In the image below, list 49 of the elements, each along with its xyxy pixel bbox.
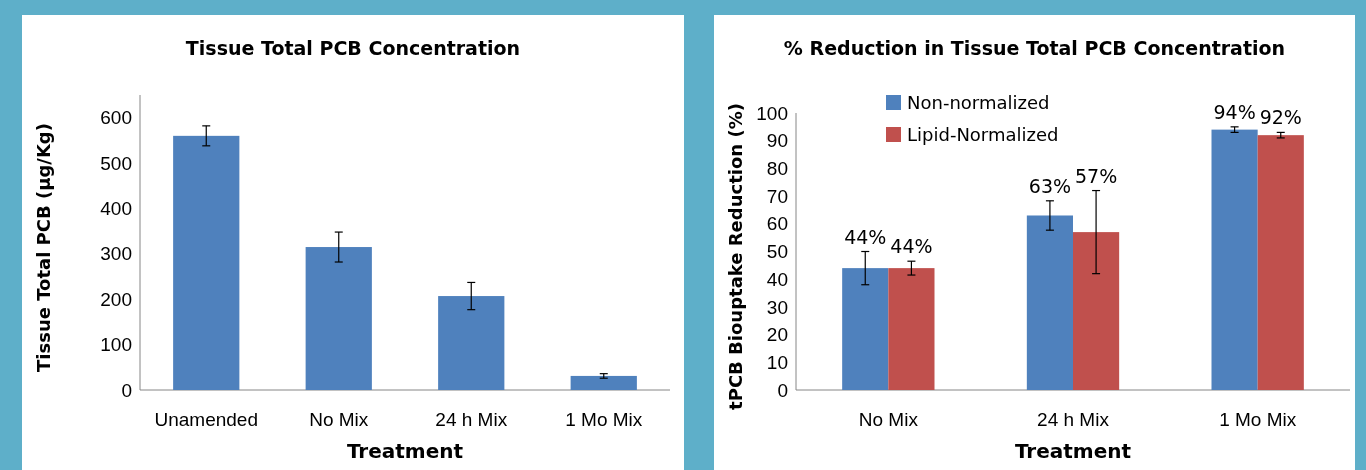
bar: [570, 375, 637, 390]
x-axis-title: Treatment: [1014, 439, 1132, 463]
data-label: 44%: [890, 235, 933, 258]
y-tick-label: 500: [100, 152, 132, 174]
y-tick-label: 70: [766, 185, 788, 207]
y-tick-label: 100: [756, 102, 788, 124]
y-tick-label: 90: [766, 130, 788, 152]
y-tick-label: 30: [766, 296, 788, 318]
bar: [305, 247, 372, 390]
y-tick-label: 10: [766, 351, 788, 373]
y-tick-label: 300: [100, 243, 132, 265]
y-tick-label: 60: [766, 213, 788, 235]
y-tick-label: 600: [100, 107, 132, 129]
bar: [1026, 215, 1073, 390]
data-label: 92%: [1259, 106, 1302, 129]
y-axis-title: tPCB Biouptake Reduction (%): [725, 103, 746, 410]
legend-label: Non-normalized: [907, 92, 1050, 114]
y-tick-label: 0: [121, 379, 132, 401]
data-label: 44%: [844, 225, 887, 248]
bar: [888, 268, 935, 390]
x-tick-label: 24 h Mix: [435, 409, 508, 430]
data-label: 63%: [1028, 174, 1072, 197]
bar: [842, 268, 889, 390]
x-tick-label: 1 Mo Mix: [565, 409, 643, 430]
bar: [1073, 232, 1120, 390]
y-tick-label: 200: [100, 288, 132, 310]
data-label: 57%: [1074, 164, 1118, 187]
bar: [1211, 129, 1258, 390]
y-tick-label: 50: [766, 241, 788, 263]
bar: [173, 135, 240, 390]
y-tick-label: 400: [100, 198, 132, 220]
bar: [1257, 135, 1304, 390]
x-tick-label: Unamended: [154, 409, 259, 430]
x-axis-title: Treatment: [346, 439, 464, 463]
x-tick-label: No Mix: [858, 409, 919, 430]
y-tick-label: 0: [777, 379, 788, 401]
legend-label: Lipid-Normalized: [907, 124, 1059, 146]
x-tick-label: 24 h Mix: [1037, 409, 1110, 430]
y-tick-label: 20: [766, 324, 788, 346]
y-tick-label: 40: [766, 268, 788, 290]
y-tick-label: 80: [766, 158, 788, 180]
y-tick-label: 100: [100, 334, 132, 356]
x-tick-label: 1 Mo Mix: [1219, 409, 1297, 430]
y-axis-title: Tissue Total PCB (µg/Kg): [33, 123, 54, 372]
chart-title: Tissue Total PCB Concentration: [185, 37, 521, 59]
bar: [438, 296, 505, 390]
chart-title: % Reduction in Tissue Total PCB Concentration: [783, 37, 1286, 59]
x-tick-label: No Mix: [309, 409, 369, 430]
data-label: 94%: [1213, 100, 1256, 123]
